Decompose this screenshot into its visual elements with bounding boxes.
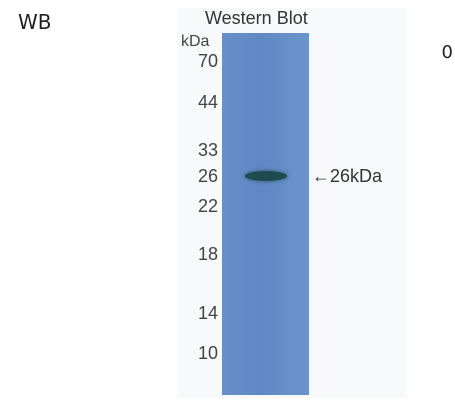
marker-22: 22	[197, 196, 218, 216]
marker-18: 18	[197, 244, 218, 264]
blot-title: Western Blot	[205, 8, 308, 28]
marker-33: 33	[197, 140, 218, 160]
wb-label: WB	[18, 10, 52, 34]
corner-number: 0	[441, 42, 453, 63]
blot-lane	[222, 33, 309, 395]
marker-70: 70	[197, 51, 218, 71]
unit-label: kDa	[181, 33, 210, 50]
marker-44: 44	[197, 92, 218, 112]
band-annotation: ←26kDa	[312, 166, 383, 186]
protein-band	[245, 171, 287, 181]
marker-14: 14	[197, 303, 218, 323]
marker-10: 10	[197, 343, 218, 363]
marker-26: 26	[197, 166, 218, 186]
